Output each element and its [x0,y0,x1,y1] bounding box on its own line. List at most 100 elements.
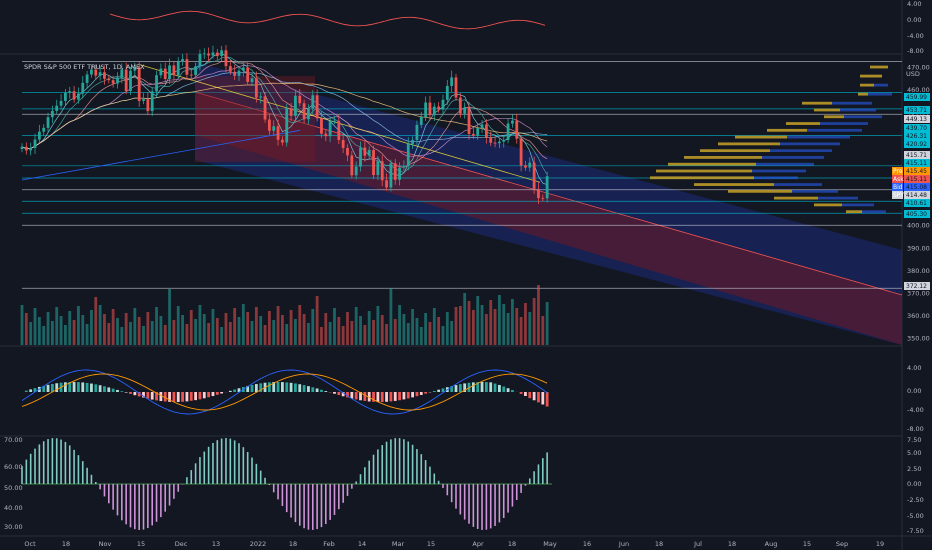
volume-bar [298,305,302,345]
price-tag-value: 420.92 [906,141,927,148]
time-axis-label: 14 [358,540,366,548]
macd-histogram-bar [146,392,150,399]
macd-histogram-bar [172,392,176,402]
volume-bar [432,308,436,345]
macd-histogram-bar [359,392,362,401]
candle-body [20,146,24,150]
candle-body [241,67,245,71]
profile-bar-gold [824,115,844,119]
oscillator-right-tick: -2.50 [907,496,924,504]
macd-histogram-bar [537,392,540,403]
volume-bar [64,325,67,345]
candle-body [363,147,367,156]
macd-histogram-bar [124,392,128,393]
macd-histogram-bar [81,382,85,392]
volume-bar [346,312,349,345]
price-tag-bg [904,210,930,218]
candle-body [150,91,154,112]
price-tag-bg [904,167,930,175]
candle-body [55,105,59,111]
price-tag-bg [904,151,930,159]
macd-histogram-bar [46,384,50,392]
macd-histogram-bar [133,392,137,396]
candle-body [94,69,98,76]
volume-bar [85,324,89,345]
volume-bar [311,309,315,345]
macd-histogram-bar [85,382,89,392]
volume-bar [524,303,527,345]
price-tag-bg [904,124,930,132]
volume-bar [150,321,154,345]
volume-bar [111,309,115,345]
volume-bar [198,305,202,345]
currency-label: USD [906,70,920,78]
macd-histogram-bar [289,382,293,392]
profile-bar-gold [735,135,787,139]
candle-body [237,70,241,76]
time-axis-label: 18 [655,540,663,548]
macd-histogram-bar [137,392,141,397]
volume-bar [207,323,211,345]
volume-bar [441,326,445,345]
volume-bar [328,322,332,345]
volume-bar [502,304,506,345]
profile-bar-gold [684,156,762,159]
macd-histogram-bar [116,389,119,392]
candle-body [480,124,484,129]
macd-histogram-bar [441,388,445,392]
price-tag-bg [904,175,930,183]
macd-histogram-bar [372,392,375,402]
volume-bar [81,315,85,345]
macd-histogram-bar [237,388,241,392]
oscillator-left-tick: 70.00 [4,436,23,444]
candle-body [545,176,549,199]
volume-bar [424,313,428,345]
volume-bar [411,309,414,345]
candle-body [424,102,428,117]
top-pane-tick: -8.00 [907,47,924,55]
candle-body [42,127,46,132]
volume-bar [376,306,380,345]
candle-body [393,163,397,180]
volume-bar [254,307,258,345]
price-tag-value: 415.45 [906,168,927,175]
volume-bar [385,324,388,345]
volume-bar [68,311,72,345]
volume-bar [103,314,106,345]
candle-body [398,167,401,180]
volume-bar [224,313,228,345]
candle-body [515,120,519,139]
candle-body [246,67,250,82]
volume-bar [267,311,271,345]
price-tick-label: 380.00 [907,267,930,275]
volume-bar [406,323,410,345]
candle-body [437,106,441,110]
price-tag-bg [904,132,930,140]
candle-body [103,72,106,79]
macd-histogram-bar [281,382,284,392]
candle-body [59,100,63,106]
macd-histogram-bar [211,392,215,397]
oscillator-right-tick: 0.00 [907,480,921,488]
volume-bar [181,315,184,345]
price-tick-label: 370.00 [907,290,930,298]
macd-histogram-bar [415,392,419,397]
profile-bar-blue [840,108,876,112]
candle-body [333,120,336,122]
volume-bar [116,318,119,345]
price-tag-value: 414.48 [906,192,927,199]
time-axis[interactable]: Oct 18 Nov 15 Dec 13 2022 18 Feb 14 Mar 15 Apr 18 May 1… [24,540,884,548]
macd-tick: 0.00 [907,387,921,395]
profile-bar-blue [868,92,892,96]
profile-bar-blue [820,122,868,125]
profile-bar-blue [756,162,814,166]
profile-bar-gold [860,83,874,87]
price-tag-bg [904,93,930,101]
macd-histogram-bar [189,392,193,401]
volume-bar [341,326,345,345]
candle-body [116,77,119,84]
time-axis-label: 15 [427,540,435,548]
macd-histogram-bar [272,382,276,392]
macd-histogram-bar [294,383,297,392]
